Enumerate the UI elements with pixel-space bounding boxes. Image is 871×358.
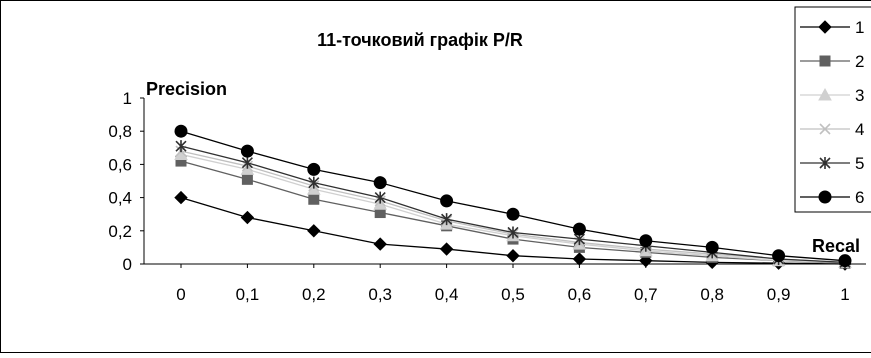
legend-marker bbox=[819, 191, 831, 203]
x-tick-label: 0,9 bbox=[767, 285, 791, 304]
x-tick-label: 0,7 bbox=[634, 285, 658, 304]
data-point bbox=[441, 195, 453, 207]
x-tick-label: 0,3 bbox=[368, 285, 392, 304]
data-point bbox=[773, 250, 785, 262]
y-tick-label: 0,6 bbox=[108, 155, 132, 174]
legend-label: 4 bbox=[855, 120, 864, 139]
data-point bbox=[839, 255, 851, 267]
x-tick-label: 0,6 bbox=[568, 285, 592, 304]
data-point bbox=[175, 125, 187, 137]
legend-label: 2 bbox=[855, 52, 864, 71]
y-axis-label: Precision bbox=[146, 79, 227, 99]
legend-label: 1 bbox=[855, 18, 864, 37]
legend-marker bbox=[820, 56, 830, 66]
x-tick-label: 0,4 bbox=[435, 285, 459, 304]
x-tick-label: 0,5 bbox=[501, 285, 525, 304]
y-tick-label: 0,8 bbox=[108, 122, 132, 141]
y-tick-label: 0,2 bbox=[108, 222, 132, 241]
y-tick-label: 0 bbox=[123, 255, 132, 274]
legend-label: 5 bbox=[855, 154, 864, 173]
data-point bbox=[242, 174, 252, 184]
data-point bbox=[507, 208, 519, 220]
data-point bbox=[573, 223, 585, 235]
chart-title: 11-точковий графік P/R bbox=[317, 30, 523, 50]
legend: 1 2 3 4 5 6 bbox=[795, 7, 871, 212]
data-point bbox=[241, 145, 253, 157]
legend-label: 3 bbox=[855, 86, 864, 105]
x-tick-label: 1 bbox=[840, 285, 849, 304]
data-point bbox=[640, 235, 652, 247]
y-tick-label: 0,4 bbox=[108, 189, 132, 208]
x-tick-label: 0 bbox=[176, 285, 185, 304]
data-point bbox=[308, 163, 320, 175]
x-tick-label: 0,2 bbox=[302, 285, 326, 304]
data-point bbox=[374, 177, 386, 189]
legend-label: 6 bbox=[855, 188, 864, 207]
x-tick-label: 0,1 bbox=[236, 285, 260, 304]
legend-box bbox=[795, 7, 871, 212]
data-point bbox=[309, 194, 319, 204]
x-axis-label: Recal bbox=[812, 236, 860, 256]
y-tick-label: 1 bbox=[123, 89, 132, 108]
x-tick-label: 0,8 bbox=[700, 285, 724, 304]
data-point bbox=[706, 241, 718, 253]
